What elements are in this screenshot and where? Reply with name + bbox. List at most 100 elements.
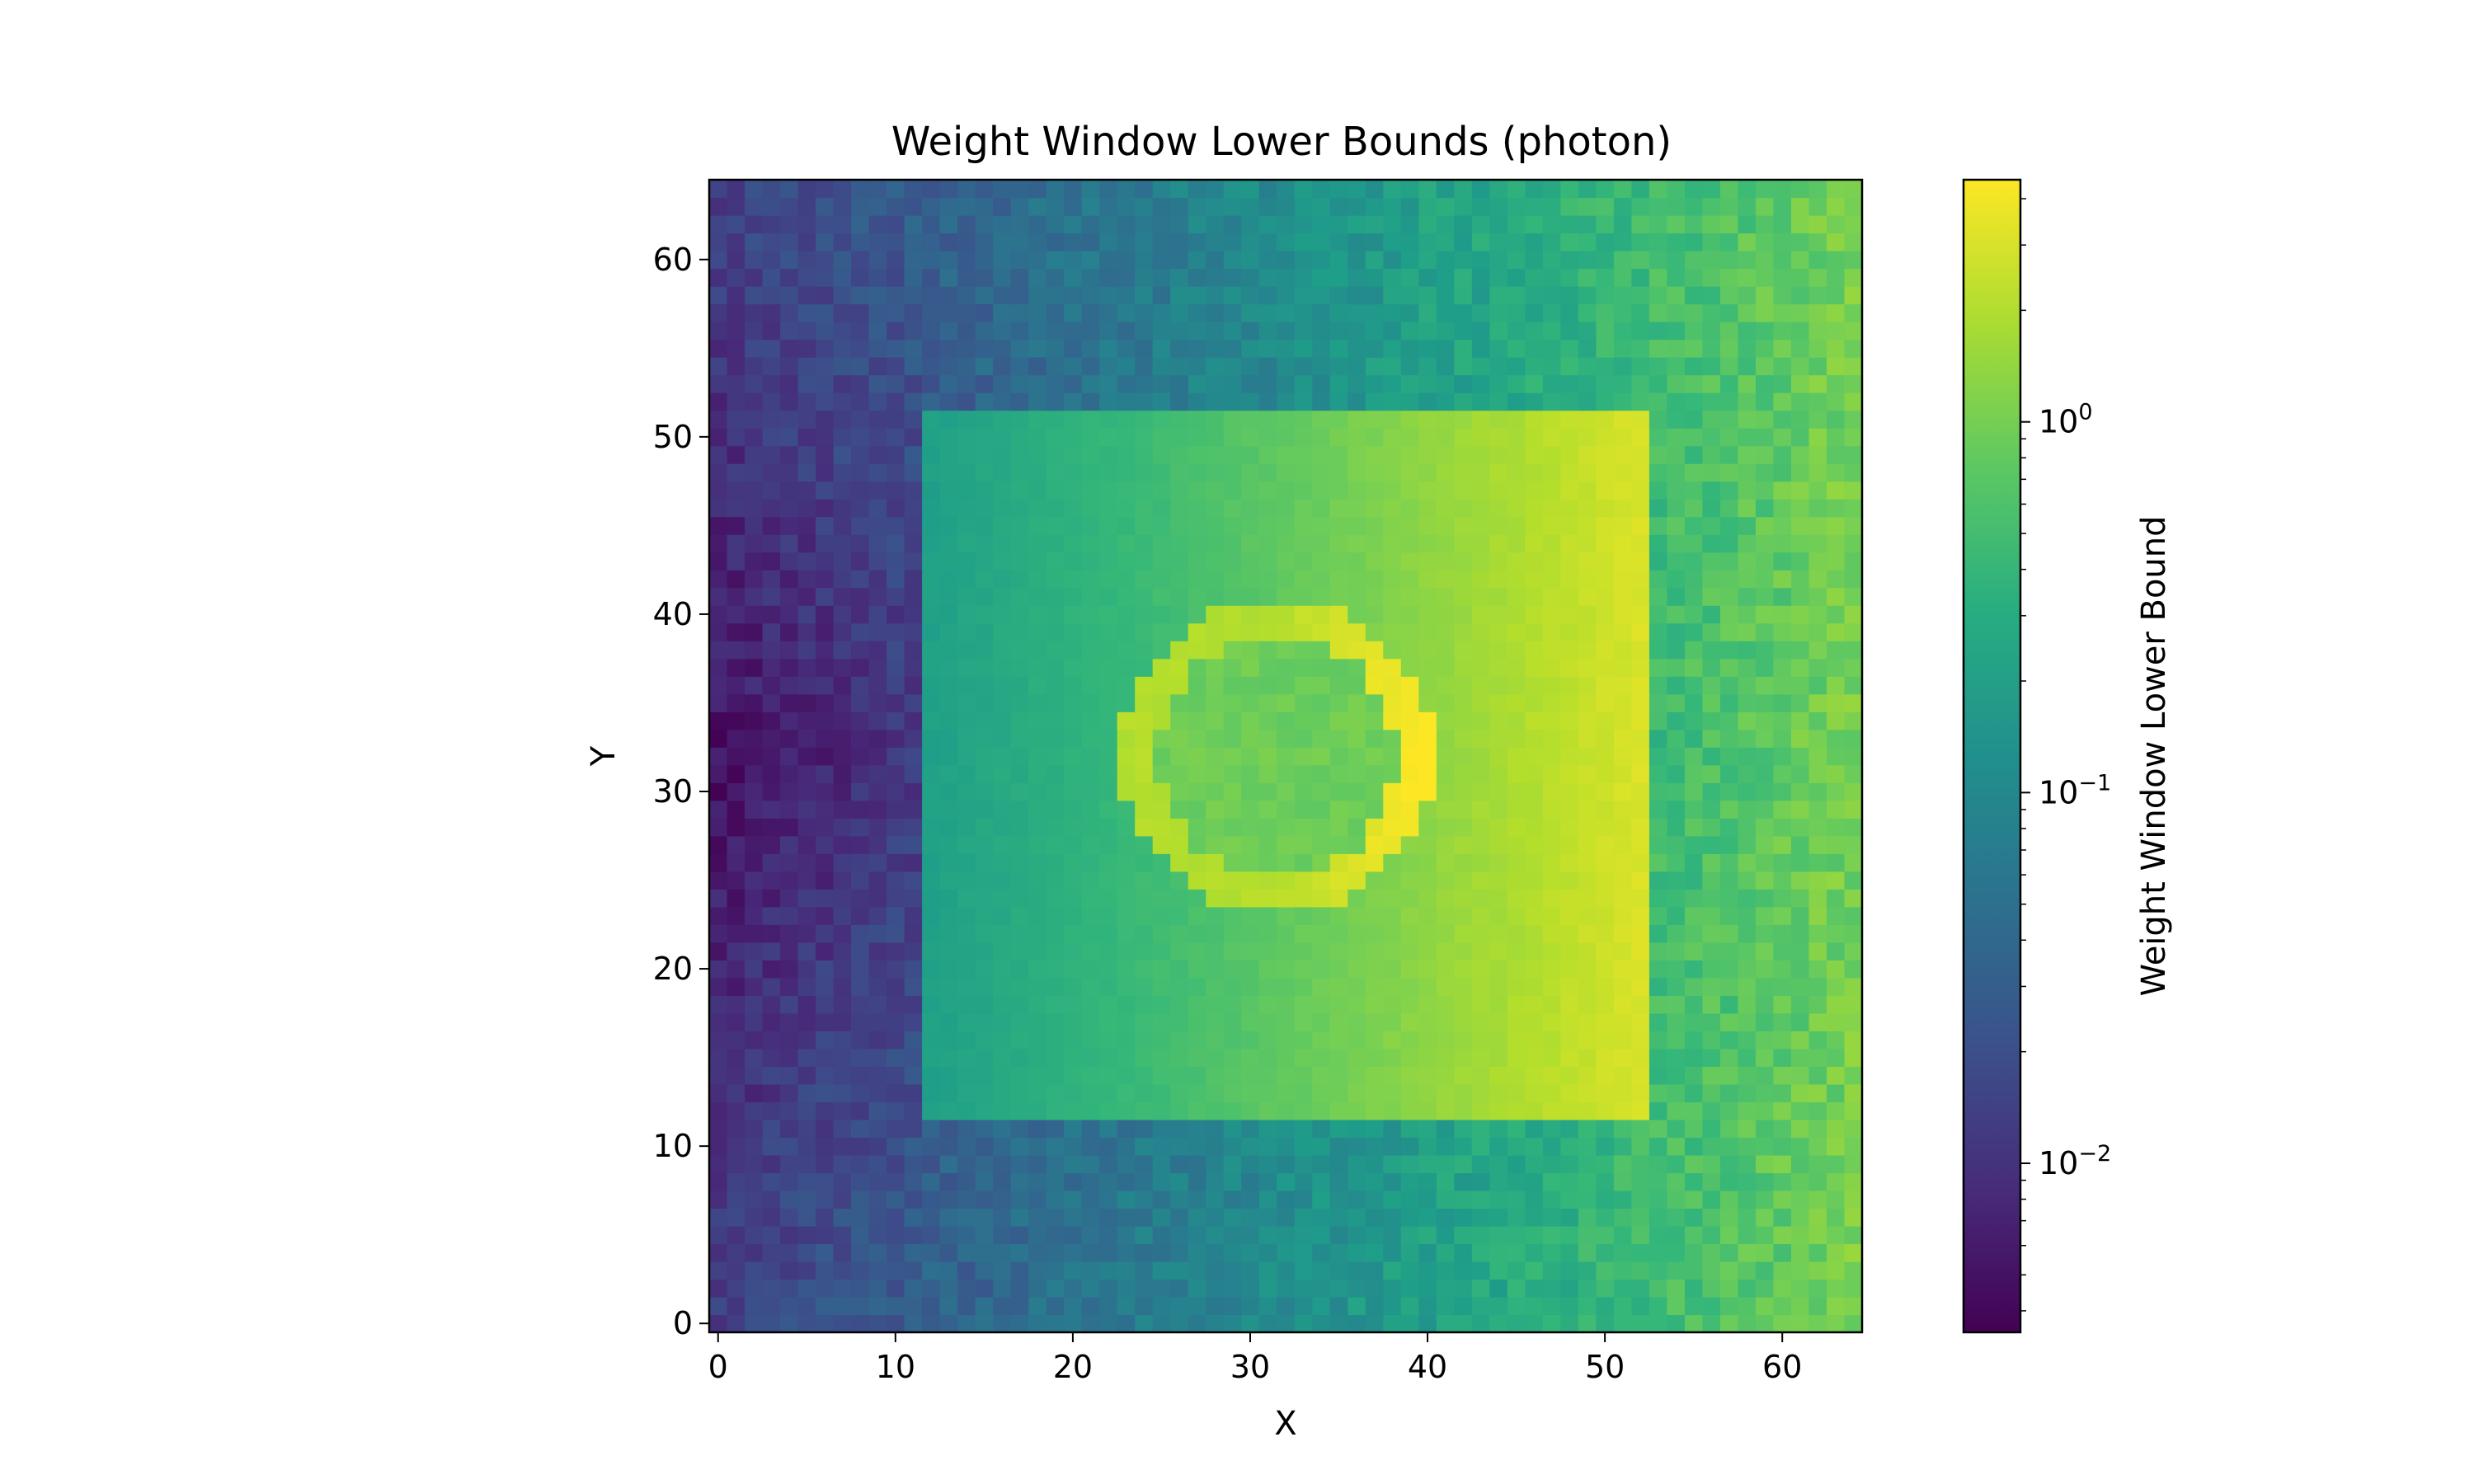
heatmap-cell [1081,641,1100,660]
heatmap-cell [1684,1190,1704,1209]
heatmap-cell [1755,942,1775,960]
heatmap-cell [1649,1119,1668,1139]
heatmap-cell [1454,764,1473,783]
heatmap-cell [1684,889,1704,908]
heatmap-cell [1507,392,1526,411]
heatmap-cell [1808,711,1827,730]
heatmap-cell [1206,622,1225,641]
heatmap-cell [1738,676,1757,695]
heatmap-cell [1489,499,1508,518]
heatmap-cell [797,1031,816,1050]
heatmap-cell [887,232,905,251]
heatmap-cell [1525,942,1544,960]
heatmap-cell [797,622,816,641]
heatmap-cell [1738,1048,1757,1067]
heatmap-cell [1844,481,1863,500]
heatmap-cell [1719,641,1739,660]
heatmap-cell [1684,499,1704,518]
heatmap-cell [745,570,764,589]
heatmap-cell [1525,392,1544,411]
heatmap-cell [1773,1066,1792,1085]
heatmap-cell [993,1083,1012,1102]
heatmap-cell [727,1031,745,1050]
heatmap-cell [1400,1154,1419,1174]
heatmap-cell [1152,800,1171,819]
heatmap-cell [957,1101,976,1120]
heatmap-cell [1578,339,1597,358]
heatmap-cell [887,1190,905,1209]
heatmap-cell [833,322,852,340]
heatmap-cell [904,499,923,518]
heatmap-cell [904,1031,923,1050]
heatmap-cell [816,889,835,908]
heatmap-cell [1525,1243,1544,1262]
heatmap-cell [1844,1012,1863,1031]
heatmap-cell [1596,853,1615,872]
heatmap-cell [1258,1101,1277,1120]
heatmap-cell [1188,729,1206,748]
heatmap-cell [1507,1261,1526,1280]
heatmap-cell [1560,1031,1579,1050]
heatmap-cell [1844,339,1863,358]
heatmap-cell [1223,853,1242,872]
heatmap-cell [833,960,852,979]
heatmap-cell [1081,1012,1100,1031]
heatmap-cell [1773,924,1792,943]
heatmap-cell [1241,410,1260,429]
heatmap-cell [1631,1048,1650,1067]
heatmap-cell [762,764,781,783]
heatmap-cell [1241,1083,1260,1102]
heatmap-cell [975,889,994,908]
heatmap-cell [1383,747,1402,766]
heatmap-cell [1596,1012,1615,1031]
heatmap-cell [1525,641,1544,660]
heatmap-cell [1755,499,1775,518]
heatmap-cell [797,835,816,854]
heatmap-cell [887,374,905,393]
heatmap-cell [1223,924,1242,943]
heatmap-cell [904,552,923,571]
heatmap-cell [1773,960,1792,979]
heatmap-cell [1542,392,1561,411]
heatmap-cell [1294,1137,1313,1156]
heatmap-cell [1329,853,1348,872]
heatmap-cell [1241,1031,1260,1050]
heatmap-cell [797,499,816,518]
heatmap-cell [709,197,728,216]
heatmap-cell [939,481,958,500]
heatmap-cell [1294,481,1313,500]
heatmap-cell [1170,392,1189,411]
heatmap-cell [1596,693,1615,712]
heatmap-cell [1808,1208,1827,1227]
heatmap-cell [1631,853,1650,872]
heatmap-cell [1613,1137,1632,1156]
heatmap-cell [904,463,923,482]
heatmap-cell [1702,1154,1721,1174]
heatmap-cell [1383,835,1402,854]
heatmap-cell [1684,534,1704,553]
heatmap-cell [1525,764,1544,783]
heatmap-cell [922,889,941,908]
heatmap-cell [1206,268,1225,287]
heatmap-cell [1631,1208,1650,1227]
heatmap-cell [1064,1083,1083,1102]
heatmap-cell [1064,1137,1083,1156]
heatmap-cell [1454,889,1473,908]
heatmap-cell [1471,303,1490,322]
heatmap-cell [1312,1208,1331,1227]
heatmap-cell [1719,960,1739,979]
heatmap-cell [1684,1172,1704,1191]
heatmap-cell [1649,871,1668,890]
heatmap-cell [1241,180,1260,199]
heatmap-cell [1152,658,1171,677]
heatmap-cell [1081,1208,1100,1227]
heatmap-cell [1064,960,1083,979]
heatmap-cell [1117,1243,1136,1262]
heatmap-cell [1667,924,1686,943]
heatmap-cell [816,1208,835,1227]
heatmap-cell [1649,1314,1668,1333]
heatmap-cell [1507,232,1526,251]
heatmap-cell [709,693,728,712]
heatmap-cell [1684,1066,1704,1085]
heatmap-cell [1667,552,1686,571]
